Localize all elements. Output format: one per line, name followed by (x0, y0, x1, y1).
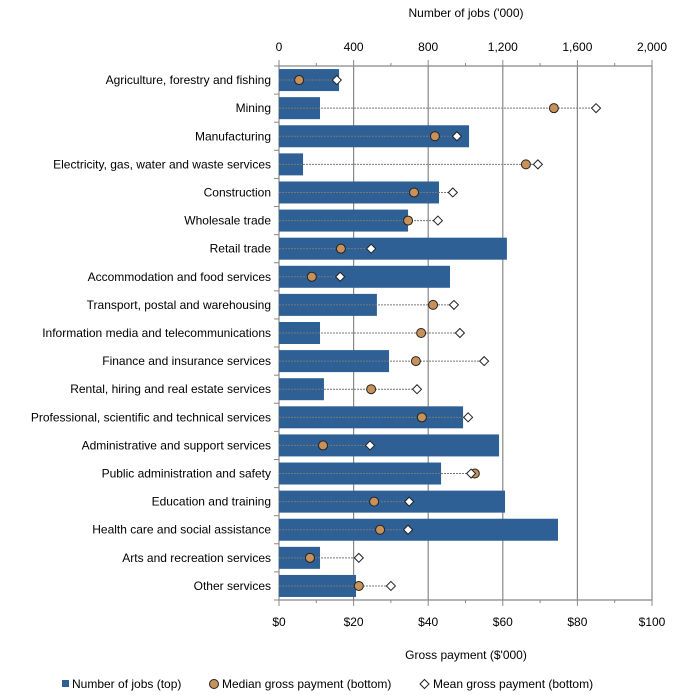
top-tick-label: 400 (344, 40, 364, 54)
category-label: Transport, postal and warehousing (87, 298, 271, 312)
median-marker (429, 131, 440, 142)
category-label: Health care and social assistance (92, 523, 271, 537)
mean-marker (353, 552, 365, 564)
bottom-tick-label: $20 (344, 615, 364, 629)
category-label: Wholesale trade (184, 214, 271, 228)
median-marker (428, 299, 439, 310)
median-marker (335, 243, 346, 254)
category-label: Retail trade (210, 242, 272, 256)
bar-jobs (279, 125, 470, 148)
category-label: Public administration and safety (102, 467, 271, 481)
bar-jobs (279, 518, 559, 541)
mean-marker (465, 468, 477, 479)
bar-jobs (279, 265, 451, 288)
mean-marker (331, 74, 343, 86)
category-label: Rental, hiring and real estate services (70, 382, 271, 396)
top-tick-label: 1,200 (488, 40, 518, 54)
median-marker (318, 440, 329, 451)
median-marker (294, 75, 305, 86)
mean-marker (364, 440, 376, 451)
bar-jobs (279, 322, 321, 344)
mean-marker (590, 102, 602, 114)
median-marker (353, 580, 364, 591)
category-label: Electricity, gas, water and waste servic… (53, 157, 271, 171)
bottom-tick-label: $0 (272, 615, 286, 629)
bar-jobs (279, 97, 321, 120)
mean-marker (365, 243, 377, 254)
category-label: Construction (204, 185, 271, 199)
median-marker (410, 356, 421, 367)
median-marker (306, 271, 317, 282)
mean-marker (403, 496, 415, 507)
bottom-tick-label: $100 (639, 615, 666, 629)
category-label: Professional, scientific and technical s… (31, 410, 271, 424)
bar-jobs (279, 237, 507, 260)
bar-jobs (279, 490, 506, 513)
category-label: Agriculture, forestry and fishing (106, 73, 271, 87)
mean-marker (385, 580, 397, 592)
median-marker (304, 552, 315, 563)
bar-jobs (279, 181, 440, 204)
mean-marker (334, 271, 346, 282)
bottom-tick-label: $60 (493, 615, 513, 629)
mean-marker (478, 355, 490, 367)
bar-jobs (279, 546, 321, 569)
median-marker (409, 187, 420, 198)
bar-jobs (279, 406, 464, 429)
bottom-axis-title: Gross payment ($'000) (405, 648, 527, 662)
category-label: Manufacturing (195, 129, 271, 143)
legend-jobs: Number of jobs (top) (72, 677, 181, 691)
mean-marker (402, 524, 414, 535)
category-label: Accommodation and food services (88, 270, 271, 284)
mean-marker (532, 159, 544, 170)
legend-mean: Mean gross payment (bottom) (433, 677, 593, 691)
category-label: Mining (236, 101, 271, 115)
bar-jobs (279, 574, 357, 597)
top-tick-label: 1,600 (562, 40, 592, 54)
top-tick-label: 2,000 (637, 40, 667, 54)
bar-jobs (279, 434, 500, 457)
median-marker (520, 159, 531, 170)
top-tick-label: 0 (276, 40, 283, 54)
mean-marker (448, 299, 460, 311)
legend-median: Median gross payment (bottom) (222, 677, 391, 691)
mean-marker (462, 412, 474, 423)
top-tick-label: 800 (418, 40, 438, 54)
bottom-tick-label: $80 (567, 615, 587, 629)
category-label: Information media and telecommunications (42, 326, 271, 340)
median-marker (548, 103, 559, 114)
legend-bar-swatch (62, 680, 69, 687)
category-label: Arts and recreation services (122, 551, 271, 565)
category-label: Administrative and support services (82, 438, 271, 452)
median-marker (416, 412, 427, 423)
median-marker (416, 328, 427, 338)
category-label: Education and training (152, 495, 271, 509)
legend-median-swatch (209, 679, 219, 689)
bottom-tick-label: $40 (418, 615, 438, 629)
median-marker (366, 384, 377, 395)
category-label: Finance and insurance services (102, 354, 271, 368)
median-marker (403, 215, 414, 226)
mean-marker (454, 327, 466, 339)
mean-marker (447, 187, 459, 198)
mean-marker (432, 215, 444, 226)
top-axis-title: Number of jobs ('000) (408, 6, 523, 20)
mean-marker (451, 131, 463, 142)
legend-mean-swatch (419, 678, 430, 690)
category-label: Other services (194, 579, 271, 593)
median-marker (375, 524, 386, 535)
median-marker (369, 496, 380, 507)
mean-marker (411, 384, 423, 395)
